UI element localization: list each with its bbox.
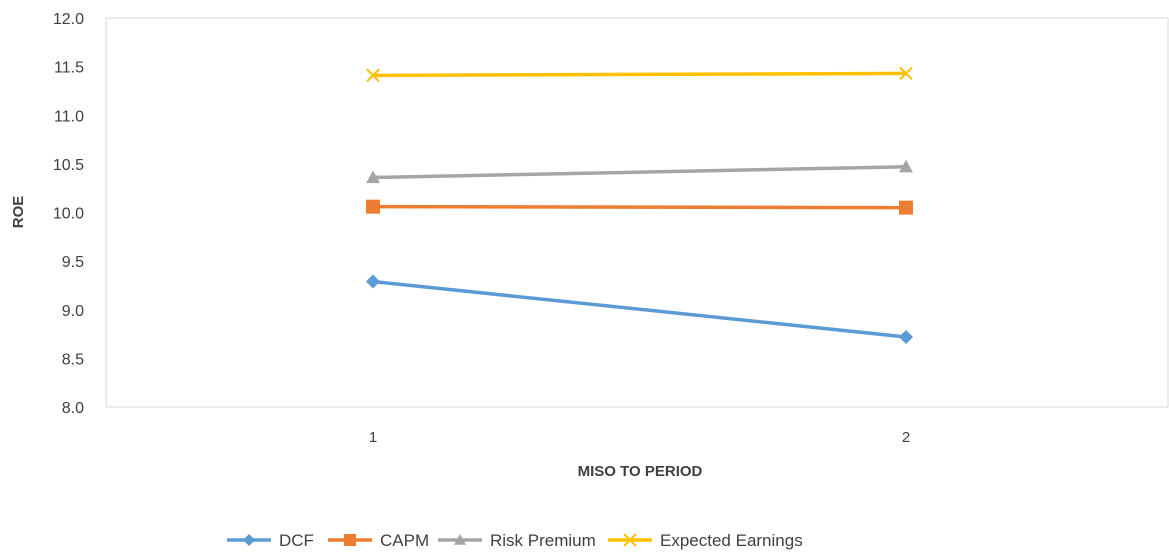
y-tick-label: 10.5 [53,157,84,174]
x-axis-label: MISO TO PERIOD [578,463,703,480]
y-tick-label: 12.0 [53,11,84,28]
y-tick-label: 10.0 [53,206,84,223]
data-point-dcf [899,329,913,344]
data-point-capm [366,199,380,214]
data-point-dcf [366,274,380,289]
legend-swatch-marker [243,534,255,546]
legend-item-risk-premium: Risk Premium [438,531,596,550]
y-tick-label: 8.5 [62,351,84,368]
series-line-capm [372,204,907,210]
legend-item-dcf: DCF [227,531,314,550]
legend-label: Expected Earnings [660,531,803,550]
legend-item-expected-earnings: Expected Earnings [608,531,803,550]
data-point-expected-earnings [366,68,380,83]
y-axis-label: ROE [10,196,27,229]
legend-swatch-marker [454,534,466,545]
legend-swatch-marker [623,533,637,547]
x-tick-label: 2 [902,429,910,446]
y-tick-label: 8.0 [62,400,84,417]
y-tick-label: 11.0 [54,108,84,125]
legend-label: CAPM [380,531,429,550]
series-line-expected-earnings [372,71,907,78]
plot-area [105,17,1169,408]
y-tick-label: 11.5 [54,60,84,77]
y-axis-ticks: 8.0 8.5 9.0 9.5 10.0 10.5 11.0 11.5 12.0 [53,11,84,417]
series-markers [366,66,913,344]
y-tick-label: 9.5 [62,254,84,271]
data-point-capm [899,200,913,215]
y-tick-label: 9.0 [62,303,84,320]
series-line-dcf [372,279,907,339]
data-point-risk-premium [366,170,380,184]
legend-item-capm: CAPM [328,531,429,550]
data-point-expected-earnings [899,66,913,81]
series-line-risk-premium [372,165,907,180]
series-lines [372,71,907,339]
legend-label: Risk Premium [490,531,596,550]
legend-label: DCF [279,531,314,550]
legend-swatch-marker [344,534,356,546]
data-point-risk-premium [899,159,913,173]
x-tick-label: 1 [369,429,377,446]
legend: DCF CAPM Risk Premium Expected Earnings [227,531,803,550]
